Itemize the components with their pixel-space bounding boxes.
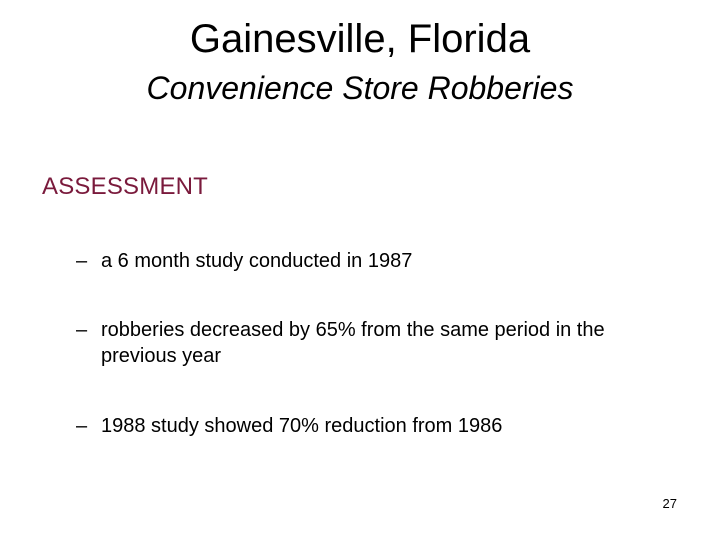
slide-subtitle: Convenience Store Robberies <box>146 70 574 106</box>
bullet-text: robberies decreased by 65% from the same… <box>101 319 605 367</box>
bullet-item: – a 6 month study conducted in 1987 <box>76 248 676 274</box>
bullet-item: – robberies decreased by 65% from the sa… <box>76 317 676 369</box>
section-heading: ASSESSMENT <box>42 173 209 200</box>
slide-title: Gainesville, Florida <box>189 17 531 61</box>
bullet-dash: – <box>76 415 88 437</box>
bullet-dash: – <box>76 319 88 341</box>
bullet-text: 1988 study showed 70% reduction from 198… <box>101 415 503 437</box>
bullet-text: a 6 month study conducted in 1987 <box>101 250 413 272</box>
bullet-item: – 1988 study showed 70% reduction from 1… <box>76 413 676 439</box>
page-number: 27 <box>662 496 677 511</box>
bullet-dash: – <box>76 250 88 272</box>
